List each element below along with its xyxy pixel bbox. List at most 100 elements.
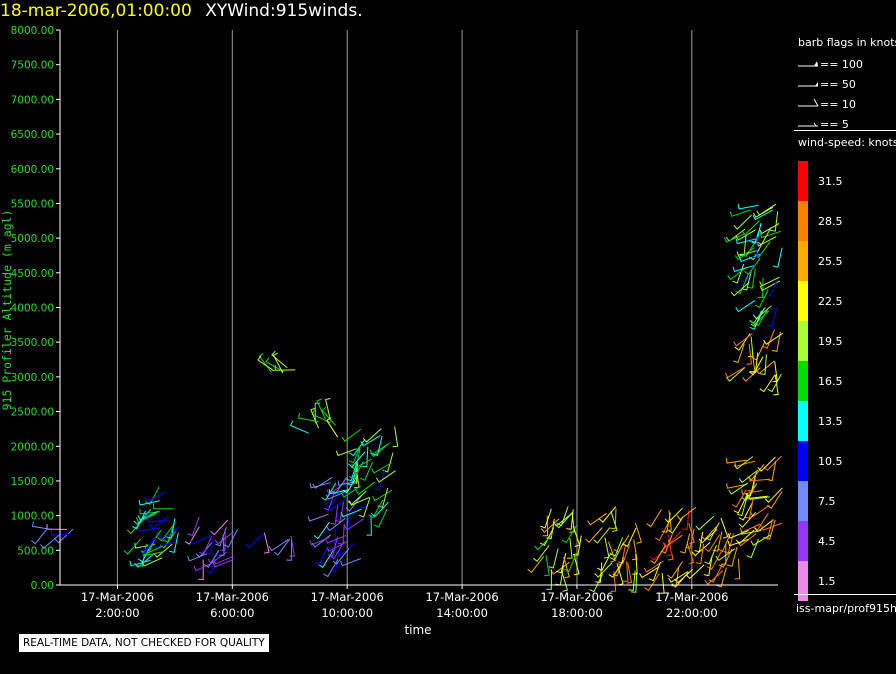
colorbar-swatch bbox=[798, 561, 808, 601]
wind-barb bbox=[762, 519, 774, 540]
wind-barb bbox=[219, 530, 226, 551]
wind-barb bbox=[314, 545, 328, 566]
wind-barb bbox=[31, 527, 49, 545]
wind-barb bbox=[154, 541, 176, 548]
wind-barb bbox=[628, 570, 636, 591]
wind-barb bbox=[739, 523, 761, 533]
wind-barb bbox=[679, 533, 691, 554]
y-tick-label: 8000.00 bbox=[11, 25, 54, 37]
wind-barb bbox=[750, 223, 762, 244]
wind-barb bbox=[132, 510, 147, 530]
wind-barb bbox=[708, 564, 723, 583]
wind-barb bbox=[340, 508, 362, 518]
barb-legend-label: == 100 bbox=[820, 58, 863, 71]
wind-barb bbox=[761, 522, 783, 531]
wind-barb bbox=[752, 209, 774, 221]
barb-legend-title: barb flags in knots bbox=[798, 36, 896, 49]
wind-barb bbox=[718, 548, 733, 568]
wind-barb bbox=[750, 352, 759, 373]
wind-barb bbox=[307, 513, 329, 522]
colorbar-swatch bbox=[798, 241, 808, 281]
wind-barb bbox=[587, 512, 607, 526]
wind-barb bbox=[754, 519, 774, 533]
wind-barb bbox=[371, 462, 392, 474]
wind-barb bbox=[695, 515, 715, 531]
wind-barb bbox=[757, 277, 764, 299]
wind-barb bbox=[681, 509, 690, 531]
wind-barb bbox=[272, 352, 284, 374]
wind-barb bbox=[686, 543, 695, 565]
wind-barb bbox=[734, 558, 741, 580]
y-tick-label: 7000.00 bbox=[11, 94, 54, 106]
wind-barb bbox=[650, 545, 666, 564]
wind-barb bbox=[318, 550, 334, 569]
y-tick-label: 5000.00 bbox=[11, 233, 54, 245]
wind-barb bbox=[310, 407, 320, 429]
wind-barb bbox=[213, 555, 235, 565]
colorbar-bin: 16.5 bbox=[798, 361, 894, 401]
wind-barb bbox=[362, 428, 382, 443]
wind-barb bbox=[552, 513, 573, 527]
colorbar-label: 10.5 bbox=[818, 455, 843, 468]
wind-barb bbox=[360, 435, 381, 447]
wind-barb bbox=[589, 573, 604, 593]
barb-flag bbox=[815, 82, 818, 86]
wind-barb bbox=[330, 551, 339, 572]
wind-barb bbox=[634, 522, 643, 544]
wind-barb bbox=[741, 270, 752, 291]
wind-barb bbox=[724, 366, 746, 379]
wind-barb bbox=[707, 551, 722, 570]
wind-barb bbox=[594, 562, 613, 578]
wind-barbs bbox=[31, 203, 784, 594]
wind-barb bbox=[746, 493, 768, 500]
wind-barb bbox=[219, 535, 225, 556]
wind-barb bbox=[617, 544, 630, 565]
wind-barb bbox=[360, 461, 374, 481]
wind-barb bbox=[321, 482, 337, 501]
wind-barb bbox=[271, 350, 288, 369]
wind-barb bbox=[712, 531, 723, 552]
wind-barb bbox=[561, 525, 577, 544]
wind-barb bbox=[668, 516, 684, 534]
wind-barb bbox=[698, 529, 718, 544]
wind-barb bbox=[737, 203, 759, 210]
wind-barb bbox=[723, 533, 734, 554]
wind-barb bbox=[341, 428, 362, 442]
wind-barb bbox=[358, 497, 371, 518]
wind-barb bbox=[540, 508, 552, 529]
wind-barb bbox=[700, 524, 719, 541]
wind-barb bbox=[372, 489, 393, 502]
y-tick-label: 1500.00 bbox=[11, 476, 54, 488]
wind-barb bbox=[564, 552, 577, 573]
wind-barb bbox=[735, 529, 755, 545]
colorbar-bin: 25.5 bbox=[798, 241, 894, 281]
wind-barb bbox=[324, 491, 342, 508]
wind-barb bbox=[163, 522, 175, 543]
wind-barb bbox=[147, 516, 169, 523]
wind-barb bbox=[203, 549, 220, 568]
x-tick-date: 17-Mar-2006 bbox=[81, 590, 154, 604]
wind-barb bbox=[187, 552, 209, 562]
colorbar-bin: 13.5 bbox=[798, 401, 894, 441]
wind-barb bbox=[145, 530, 162, 548]
wind-barb bbox=[289, 420, 310, 434]
wind-barb bbox=[144, 491, 166, 503]
wind-barb bbox=[757, 456, 776, 472]
wind-barb bbox=[347, 451, 366, 468]
wind-barb bbox=[368, 499, 384, 519]
x-tick-time: 18:00:00 bbox=[551, 606, 603, 620]
wind-barb bbox=[337, 523, 345, 545]
wind-barb bbox=[346, 465, 358, 486]
wind-barb bbox=[563, 557, 570, 579]
wind-barb bbox=[54, 528, 74, 544]
wind-barb bbox=[534, 534, 553, 551]
wind-barb bbox=[344, 518, 365, 531]
wind-barb bbox=[717, 532, 732, 552]
wind-barb bbox=[351, 458, 372, 470]
wind-barb bbox=[316, 398, 326, 420]
wind-barb bbox=[223, 529, 239, 548]
wind-barb bbox=[326, 517, 346, 532]
wind-barb bbox=[664, 507, 683, 524]
wind-barb bbox=[157, 524, 175, 542]
colorbar-swatch bbox=[798, 441, 808, 481]
